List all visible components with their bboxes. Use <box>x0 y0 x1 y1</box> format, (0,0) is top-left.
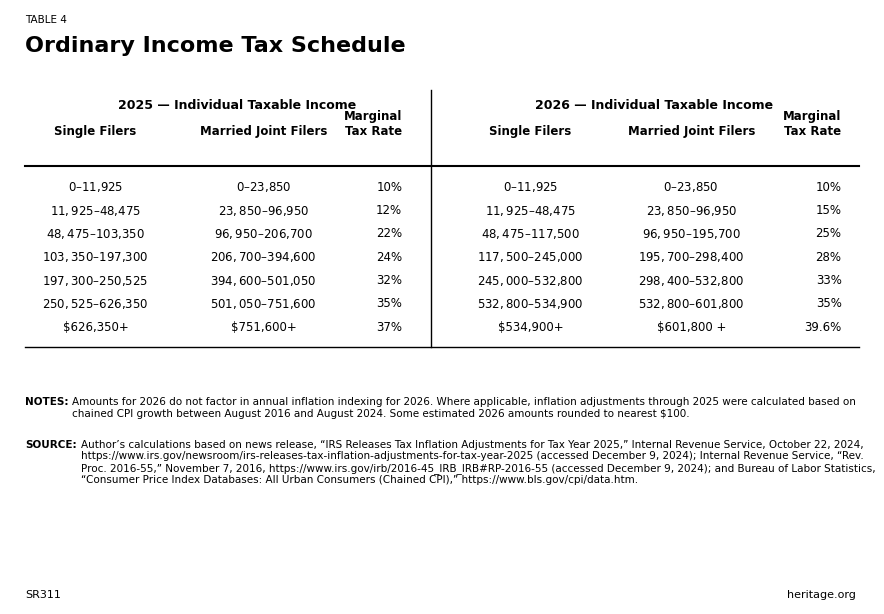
Text: 32%: 32% <box>377 274 402 287</box>
Text: NOTES:: NOTES: <box>25 397 68 407</box>
Text: $195,700–$298,400: $195,700–$298,400 <box>638 251 744 264</box>
Text: 33%: 33% <box>816 274 842 287</box>
Text: $0–$23,850: $0–$23,850 <box>236 181 291 194</box>
Text: SR311: SR311 <box>25 591 61 600</box>
Text: $501,050–$751,600: $501,050–$751,600 <box>210 297 316 311</box>
Text: $96,950–$195,700: $96,950–$195,700 <box>642 227 741 241</box>
Text: 22%: 22% <box>376 227 402 241</box>
Text: $197,300–$250,525: $197,300–$250,525 <box>42 274 149 287</box>
Text: Married Joint Filers: Married Joint Filers <box>200 125 327 138</box>
Text: $11,925–$48,475: $11,925–$48,475 <box>50 204 141 217</box>
Text: $11,925–$48,475: $11,925–$48,475 <box>485 204 575 217</box>
Text: Marginal
Tax Rate: Marginal Tax Rate <box>344 109 402 138</box>
Text: Single Filers: Single Filers <box>489 125 572 138</box>
Text: $250,525–$626,350: $250,525–$626,350 <box>42 297 149 311</box>
Text: Amounts for 2026 do not factor in annual inflation indexing for 2026. Where appl: Amounts for 2026 do not factor in annual… <box>72 397 857 419</box>
Text: 35%: 35% <box>377 297 402 311</box>
Text: $206,700–$394,600: $206,700–$394,600 <box>210 251 316 264</box>
Text: $23,850–$96,950: $23,850–$96,950 <box>645 204 737 217</box>
Text: $48,475–$117,500: $48,475–$117,500 <box>481 227 580 241</box>
Text: 2025 — Individual Taxable Income: 2025 — Individual Taxable Income <box>118 99 356 112</box>
Text: TABLE 4: TABLE 4 <box>25 15 66 25</box>
Text: Author’s calculations based on news release, “IRS Releases Tax Inflation Adjustm: Author’s calculations based on news rele… <box>81 440 876 485</box>
Text: 28%: 28% <box>816 251 842 264</box>
Text: $601,800 +: $601,800 + <box>657 321 726 334</box>
Text: 35%: 35% <box>816 297 842 311</box>
Text: Single Filers: Single Filers <box>54 125 137 138</box>
Text: $48,475–$103,350: $48,475–$103,350 <box>46 227 145 241</box>
Text: 24%: 24% <box>376 251 402 264</box>
Text: $0–$23,850: $0–$23,850 <box>664 181 719 194</box>
Text: SOURCE:: SOURCE: <box>25 440 76 449</box>
Text: $534,900+: $534,900+ <box>498 321 563 334</box>
Text: 37%: 37% <box>377 321 402 334</box>
Text: Married Joint Filers: Married Joint Filers <box>628 125 755 138</box>
Text: Ordinary Income Tax Schedule: Ordinary Income Tax Schedule <box>25 36 406 56</box>
Text: $0–$11,925: $0–$11,925 <box>503 181 558 194</box>
Text: 10%: 10% <box>816 181 842 194</box>
Text: $626,350+: $626,350+ <box>63 321 128 334</box>
Text: $532,800–$601,800: $532,800–$601,800 <box>638 297 744 311</box>
Text: heritage.org: heritage.org <box>787 591 856 600</box>
Text: 12%: 12% <box>376 204 402 217</box>
Text: Marginal
Tax Rate: Marginal Tax Rate <box>783 109 842 138</box>
Text: 39.6%: 39.6% <box>804 321 842 334</box>
Text: $298,400–$532,800: $298,400–$532,800 <box>638 274 744 287</box>
Text: 25%: 25% <box>816 227 842 241</box>
Text: $532,800–$534,900: $532,800–$534,900 <box>477 297 583 311</box>
Text: $103,350–$197,300: $103,350–$197,300 <box>42 251 149 264</box>
Text: 15%: 15% <box>816 204 842 217</box>
Text: $245,000–$532,800: $245,000–$532,800 <box>477 274 583 287</box>
Text: $394,600–$501,050: $394,600–$501,050 <box>210 274 316 287</box>
Text: $96,950–$206,700: $96,950–$206,700 <box>214 227 313 241</box>
Text: 2026 — Individual Taxable Income: 2026 — Individual Taxable Income <box>535 99 774 112</box>
Text: $0–$11,925: $0–$11,925 <box>68 181 123 194</box>
Text: 10%: 10% <box>377 181 402 194</box>
Text: $751,600+: $751,600+ <box>231 321 296 334</box>
Text: $23,850–$96,950: $23,850–$96,950 <box>217 204 309 217</box>
Text: $117,500–$245,000: $117,500–$245,000 <box>477 251 583 264</box>
